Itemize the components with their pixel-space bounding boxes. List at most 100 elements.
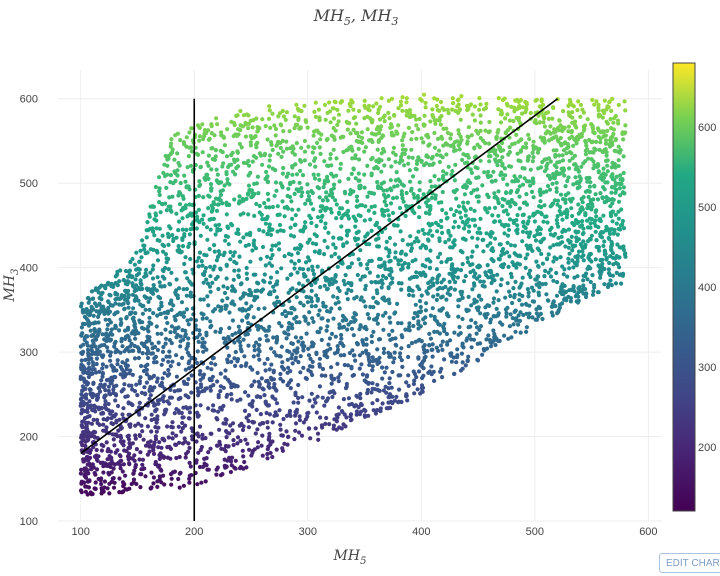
data-point [113,325,118,330]
data-point [521,145,526,150]
data-point [309,288,314,293]
data-point [134,273,139,278]
data-point [244,301,249,306]
data-point [301,420,306,425]
data-point [157,200,162,205]
data-point [581,258,586,263]
data-point [589,122,594,127]
data-point [280,185,285,190]
data-point [166,242,171,247]
data-point [598,191,603,196]
data-point [324,328,329,333]
data-point [182,261,187,267]
data-point [345,127,350,132]
data-point [158,311,163,316]
data-point [218,389,223,394]
data-point [560,153,565,158]
data-point [470,235,475,240]
data-point [318,326,323,331]
data-point [99,442,104,447]
data-point [507,145,512,150]
data-point [211,403,216,408]
data-point [514,176,519,182]
data-point [462,226,467,231]
data-point [296,395,301,401]
data-point [78,488,84,493]
data-point [134,382,139,387]
data-point [311,319,316,324]
data-point [273,243,278,248]
data-point [456,97,461,102]
data-point [138,375,143,380]
data-point [115,283,120,288]
data-point [437,238,442,243]
data-point [242,354,247,359]
data-point [189,473,194,478]
data-point [529,285,535,290]
data-point [252,379,257,384]
data-point [184,184,189,189]
data-point [183,270,188,275]
data-point [469,303,474,308]
data-point [387,332,392,337]
data-point [140,351,145,356]
data-point [179,300,185,305]
data-point [133,311,138,316]
data-point [364,242,369,247]
data-point [369,280,374,285]
data-point [112,443,117,448]
data-point [221,421,226,426]
data-point [220,298,225,303]
data-point [493,334,498,339]
data-point [379,151,384,156]
data-point [518,159,523,164]
data-point [157,186,162,191]
data-point [255,280,260,285]
data-point [495,272,500,277]
data-point [81,370,86,375]
data-point [117,417,122,422]
data-point [126,445,131,451]
data-point [320,395,325,400]
data-point [225,180,230,185]
data-point [166,267,171,272]
data-point [107,463,112,468]
data-point [368,217,373,222]
data-point [247,447,252,452]
data-point [200,263,205,268]
data-point [322,238,327,243]
data-point [180,441,186,446]
data-point [482,284,487,289]
data-point [79,301,84,306]
data-point [334,202,339,207]
data-point [266,384,271,389]
data-point [236,324,241,329]
data-point [106,408,111,413]
data-point [241,454,246,459]
data-point [236,132,241,137]
data-point [369,190,374,196]
data-point [287,380,292,385]
data-point [546,252,551,257]
data-point [202,388,207,393]
data-point [327,336,332,341]
data-point [310,264,315,269]
data-point [115,403,121,409]
data-point [100,410,105,415]
data-point [83,466,88,471]
data-point [505,233,511,238]
data-point [295,106,300,111]
data-point [290,341,295,346]
data-point [115,349,120,354]
data-point [276,241,282,246]
data-point [114,368,119,373]
data-point [243,332,248,337]
data-point [445,257,451,262]
data-point [513,262,518,267]
data-point [151,263,156,268]
data-point [296,360,301,365]
data-point [291,179,296,185]
data-point [417,299,423,304]
data-point [205,365,210,370]
data-point [327,100,332,105]
